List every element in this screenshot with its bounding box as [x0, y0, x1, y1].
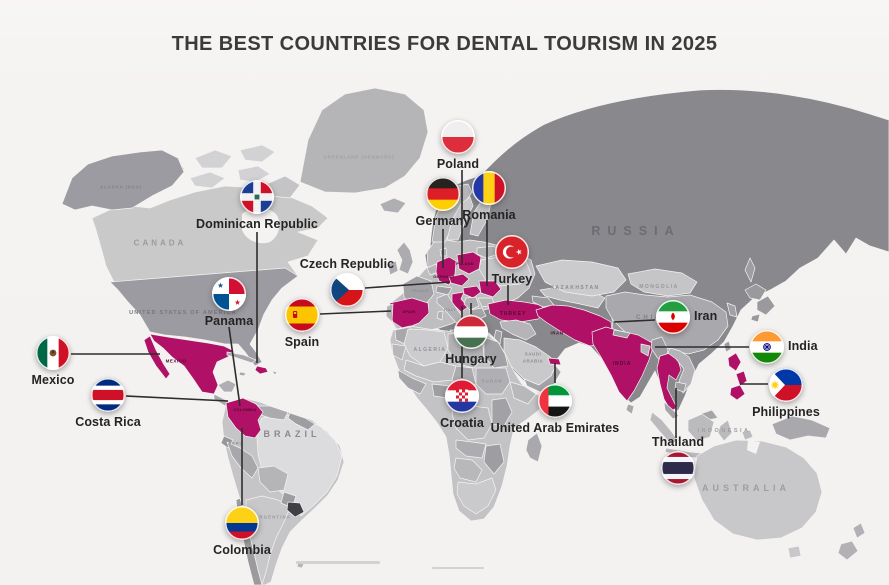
map-kazakhstan: [535, 259, 627, 297]
marker-thailand: [660, 450, 696, 486]
connector-line-panama: [228, 326, 241, 407]
connector-line-spain: [319, 310, 392, 315]
flag-panama-icon: [211, 276, 247, 312]
marker-costa-rica: [90, 377, 126, 413]
map-country-philippines: [727, 352, 748, 401]
flag-germany-icon: [425, 176, 461, 212]
marker-croatia: [444, 378, 480, 414]
flag-costa-rica-icon: [90, 377, 126, 413]
marker-colombia: [224, 505, 260, 541]
label-india: India: [788, 339, 818, 353]
marker-philippines: [768, 367, 804, 403]
marker-india: [749, 329, 785, 365]
page-title: THE BEST COUNTRIES FOR DENTAL TOURISM IN…: [171, 33, 718, 55]
flag-spain-icon: [284, 297, 320, 333]
map-country-romania: [478, 280, 502, 298]
label-panama: Panama: [204, 314, 254, 328]
label-colombia: Colombia: [213, 543, 271, 557]
marker-romania: [471, 170, 507, 206]
map-country-czech-republic: [448, 273, 470, 287]
flag-croatia-icon: [444, 378, 480, 414]
label-hungary: Hungary: [445, 352, 497, 366]
connector-line-iran: [613, 319, 656, 323]
landmass-africa: [389, 325, 546, 522]
map-country-colombia: [225, 397, 264, 439]
landmass-south-america: [220, 397, 345, 585]
map-country-uae: [547, 357, 562, 366]
label-thailand: Thailand: [651, 435, 705, 449]
marker-panama: [211, 276, 247, 312]
flag-philippines-icon: [768, 367, 804, 403]
label-dominican-republic: Dominican Republic: [196, 217, 318, 231]
label-philippines: Philippines: [752, 405, 820, 419]
label-iran: Iran: [694, 309, 718, 323]
label-czech-republic: Czech Republic: [299, 257, 395, 271]
map-mongolia: [627, 268, 698, 297]
label-poland: Poland: [436, 157, 480, 171]
flag-india-icon: [749, 329, 785, 365]
flag-turkey-icon: [494, 234, 530, 270]
marker-dominican-republic: [239, 179, 275, 215]
marker-hungary: [453, 314, 489, 350]
label-turkey: Turkey: [491, 272, 533, 286]
marker-mexico: [35, 335, 71, 371]
marker-spain: [284, 297, 320, 333]
landmass-north-america: [61, 87, 429, 418]
attribution-mark: [432, 567, 484, 569]
label-costa-rica: Costa Rica: [75, 415, 141, 429]
landmass-oceania: [649, 352, 866, 561]
marker-germany: [425, 176, 461, 212]
map-greenland: [299, 87, 429, 194]
map-country-poland: [456, 251, 482, 275]
connector-line-czech-republic: [364, 281, 451, 289]
map-country-dominican-republic: [254, 365, 269, 375]
marker-iran: [655, 299, 691, 335]
attribution-mark: [296, 561, 380, 564]
marker-poland: [440, 119, 476, 155]
flag-poland-icon: [440, 119, 476, 155]
flag-dominican-republic-icon: [239, 179, 275, 215]
flag-mexico-icon: [35, 335, 71, 371]
map-alaska: [61, 149, 185, 211]
label-romania: Romania: [462, 208, 516, 222]
marker-czech-republic: [329, 272, 365, 308]
flag-uae-icon: [537, 383, 573, 419]
flag-hungary-icon: [453, 314, 489, 350]
flag-thailand-icon: [660, 450, 696, 486]
label-spain: Spain: [284, 335, 320, 349]
flag-colombia-icon: [224, 505, 260, 541]
map-country-mexico: [149, 333, 235, 395]
flag-romania-icon: [471, 170, 507, 206]
map-australia: [693, 439, 823, 541]
label-germany: Germany: [415, 214, 471, 228]
label-croatia: Croatia: [440, 416, 484, 430]
flag-czech-republic-icon: [329, 272, 365, 308]
label-united-arab-emirates: United Arab Emirates: [490, 421, 620, 435]
marker-turkey: [494, 234, 530, 270]
marker-united-arab-emirates: [537, 383, 573, 419]
label-mexico: Mexico: [31, 373, 75, 387]
flag-iran-icon: [655, 299, 691, 335]
connector-line-costa-rica: [125, 395, 229, 402]
